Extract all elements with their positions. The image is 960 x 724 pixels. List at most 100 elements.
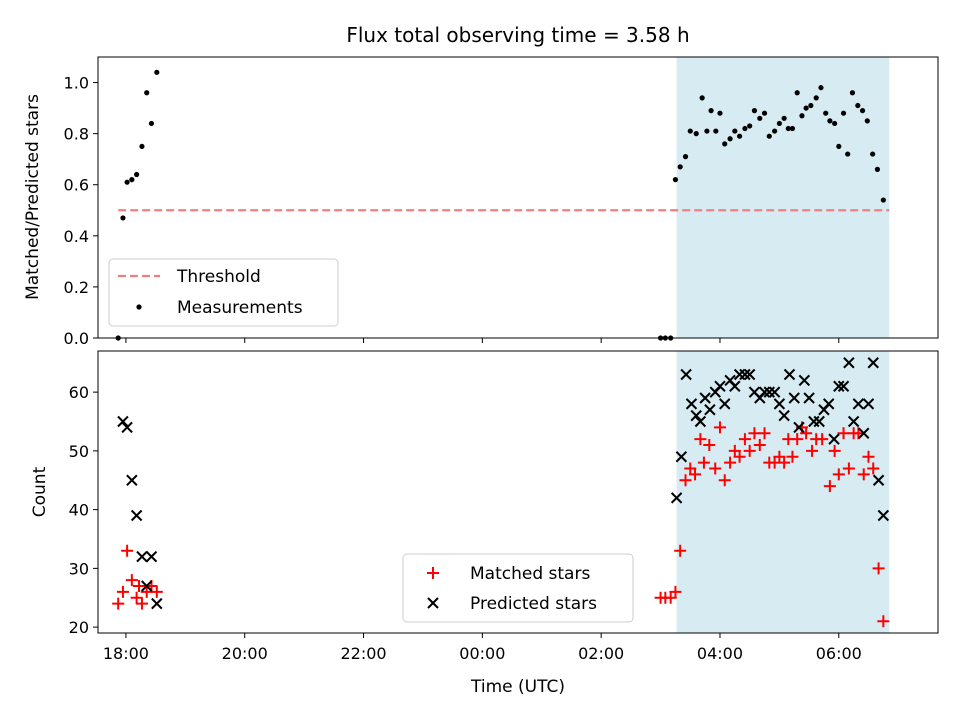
measurement-point: [859, 108, 866, 114]
matched-star-point: [837, 427, 850, 440]
predicted-star-point: [872, 474, 885, 486]
predicted-star-point: [743, 368, 756, 381]
matched-star-point: [130, 591, 143, 604]
measurement-point: [154, 69, 160, 75]
predicted-star-point: [704, 404, 716, 416]
predicted-star-point: [758, 386, 771, 398]
predicted-star-point: [798, 374, 811, 387]
matched-star-point: [674, 544, 687, 557]
measurement-point: [742, 125, 748, 132]
matched-star-point: [748, 427, 761, 440]
measurement-point: [880, 197, 886, 203]
predicted-star-point: [778, 409, 790, 422]
matched-star-point: [689, 468, 702, 481]
predicted-star-point: [843, 357, 855, 369]
measurement-point: [120, 215, 126, 221]
predicted-star-point: [126, 474, 138, 486]
predicted-star-point: [719, 398, 731, 410]
matched-star-point: [738, 433, 751, 446]
observing-window-top: [676, 57, 890, 338]
measurement-point: [772, 128, 778, 134]
measurement-point: [827, 118, 833, 124]
bottom-legend-box: [402, 553, 634, 623]
measurement-point: [823, 110, 829, 116]
legend-threshold-label: Threshold: [176, 267, 261, 287]
measurement-point: [713, 128, 719, 134]
measurement-point: [855, 102, 861, 109]
top-legend: Threshold Measurements: [108, 258, 339, 327]
measurement-point: [757, 115, 763, 121]
matched-star-point: [816, 433, 829, 446]
measurement-point: [840, 110, 847, 116]
measurement-point: [761, 110, 768, 116]
matched-star-point: [842, 462, 855, 475]
predicted-star-point: [852, 398, 865, 410]
measurement-point: [677, 164, 683, 170]
bottom-y-axis-label: Count: [30, 466, 50, 517]
x-tick-label: 04:00: [697, 644, 743, 663]
x-tick-label: 00:00: [459, 644, 505, 663]
legend-matched-swatch: [427, 567, 439, 579]
predicted-star-point: [130, 509, 143, 522]
top-y-axis-label: Matched/Predicted stars: [23, 94, 43, 300]
legend-matched-label: Matched stars: [470, 564, 590, 584]
measurement-point: [672, 177, 679, 183]
x-tick-label: 06:00: [816, 644, 862, 663]
bottom-panel: 20 30 40 50 60 18:00 20:00 22:00 00:00 02:00 04:0…: [30, 350, 939, 697]
measurement-point: [693, 131, 699, 137]
measurement-point: [803, 105, 809, 111]
figure-title: Flux total observing time = 3.58 h: [346, 23, 689, 47]
predicted-star-point: [141, 580, 153, 592]
measurement-point: [139, 143, 145, 150]
measurement-point: [864, 118, 870, 124]
bottom-y-tick-label: 60: [69, 383, 89, 402]
measurement-point: [789, 125, 796, 132]
top-legend-box: [108, 258, 339, 327]
predicted-star-point: [793, 421, 805, 434]
measurement-points: [115, 69, 886, 341]
top-y-tick-label: 0.0: [64, 329, 89, 348]
predicted-star-point: [858, 427, 870, 439]
predicted-star-point: [694, 415, 707, 428]
matched-star-point: [758, 427, 771, 440]
predicted-star-point: [847, 415, 860, 428]
predicted-star-point: [117, 415, 129, 428]
measurement-point: [781, 115, 787, 121]
matched-star-point: [872, 562, 885, 575]
predicted-star-point: [685, 398, 698, 410]
bottom-legend: Matched stars Predicted stars: [402, 553, 634, 623]
matched-star-point: [135, 597, 148, 610]
predicted-star-point: [867, 357, 879, 369]
x-tick-label: 22:00: [340, 644, 386, 663]
bottom-y-tick-label: 40: [69, 501, 89, 520]
bottom-y-ticks: 20 30 40 50 60: [69, 383, 98, 637]
predicted-star-point: [822, 398, 835, 410]
matched-star-point: [800, 427, 813, 440]
matched-star-point: [828, 444, 841, 457]
top-axes-frame: [97, 56, 939, 339]
predicted-star-points: [117, 357, 890, 610]
predicted-star-point: [813, 415, 825, 428]
measurement-point: [699, 95, 705, 101]
matched-star-point: [786, 450, 799, 463]
bottom-y-tick-label: 30: [69, 559, 89, 578]
measurement-point: [747, 123, 753, 129]
legend-predicted-label: Predicted stars: [470, 594, 597, 614]
measurement-point: [751, 108, 758, 114]
matched-star-point: [112, 597, 125, 610]
measurement-point: [874, 166, 881, 172]
matched-star-points: [112, 421, 890, 628]
measurement-point: [732, 128, 738, 134]
top-y-tick-label: 0.2: [64, 278, 89, 297]
matched-star-point: [832, 468, 845, 481]
bottom-x-ticks: 18:00 20:00 22:00 00:00 02:00 04:00 06:00: [103, 633, 862, 663]
measurement-point: [818, 85, 824, 91]
measurement-point: [849, 90, 856, 96]
matched-star-point: [877, 615, 890, 628]
top-y-tick-label: 0.4: [64, 227, 89, 246]
predicted-star-point: [729, 380, 741, 392]
legend-measurements-label: Measurements: [177, 298, 303, 318]
measurement-point: [813, 95, 819, 101]
matched-star-point: [791, 433, 804, 446]
predicted-star-point: [690, 409, 702, 422]
